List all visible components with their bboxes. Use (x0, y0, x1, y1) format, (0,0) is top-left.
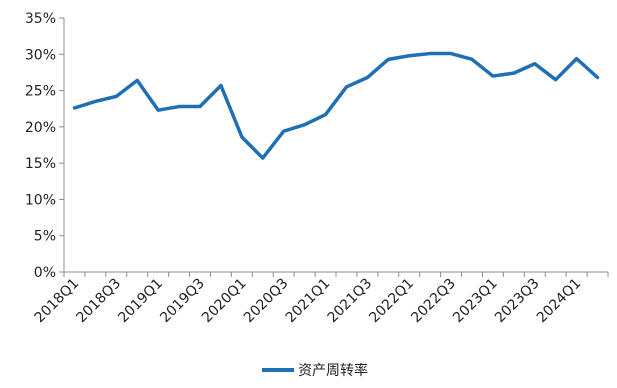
y-tick-label: 5% (34, 229, 56, 245)
series-group (74, 53, 597, 158)
x-tick-label: 2020Q1 (199, 276, 250, 327)
x-axis: 2018Q12018Q32019Q12019Q32020Q12020Q32021… (32, 272, 608, 326)
series-line (74, 54, 597, 159)
legend-label: 资产周转率 (298, 362, 368, 379)
x-tick-label: 2022Q3 (408, 276, 459, 327)
legend: 资产周转率 (262, 362, 368, 379)
x-tick-label: 2024Q1 (534, 276, 585, 327)
y-tick-label: 20% (25, 120, 56, 136)
x-tick-label: 2021Q3 (325, 276, 376, 327)
x-tick-label: 2021Q1 (283, 276, 334, 327)
y-tick-label: 35% (25, 11, 56, 27)
y-tick-label: 25% (25, 84, 56, 100)
y-tick-label: 10% (25, 192, 56, 208)
x-tick-label: 2023Q1 (450, 276, 501, 327)
x-tick-label: 2019Q1 (115, 276, 166, 327)
y-tick-label: 0% (34, 265, 56, 281)
x-tick-label: 2018Q1 (32, 276, 83, 327)
x-tick-label: 2018Q3 (74, 276, 125, 327)
x-tick-label: 2020Q3 (241, 276, 292, 327)
x-tick-label: 2023Q3 (492, 276, 543, 327)
x-tick-label: 2019Q3 (157, 276, 208, 327)
y-axis: 0% 5% 10% 15% 20% 25% 30% 35% (25, 11, 64, 281)
y-tick-label: 15% (25, 156, 56, 172)
x-tick-label: 2022Q1 (366, 276, 417, 327)
y-tick-label: 30% (25, 47, 56, 63)
